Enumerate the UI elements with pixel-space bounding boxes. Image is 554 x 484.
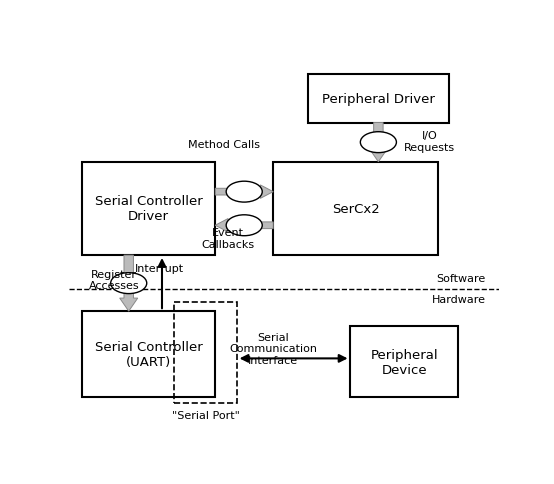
Polygon shape [120,256,138,312]
Text: Method Calls: Method Calls [188,139,260,150]
Bar [82,163,215,256]
Text: Serial Controller
(UART): Serial Controller (UART) [95,340,203,368]
Text: SerCx2: SerCx2 [332,202,379,215]
Ellipse shape [226,215,262,236]
Text: Peripheral
Device: Peripheral Device [370,348,438,376]
Text: "Serial Port": "Serial Port" [172,410,240,420]
Polygon shape [370,123,387,163]
Text: I/O
Requests: I/O Requests [404,131,455,153]
Bar [175,302,237,403]
Bar [273,163,439,256]
Bar [307,75,449,123]
Text: Peripheral Driver: Peripheral Driver [322,92,435,106]
Text: Register
Accesses: Register Accesses [89,269,139,290]
Polygon shape [215,219,273,232]
Ellipse shape [226,182,262,203]
Bar [82,312,215,397]
Bar [351,326,458,397]
Ellipse shape [360,133,397,153]
Text: Interrupt: Interrupt [135,264,184,273]
Text: Serial Controller
Driver: Serial Controller Driver [95,195,203,223]
Text: Serial
Communication
Interface: Serial Communication Interface [229,332,317,365]
Text: Hardware: Hardware [432,295,486,305]
Polygon shape [215,185,273,199]
Ellipse shape [111,273,147,294]
Text: Software: Software [437,273,486,284]
Text: Event
Callbacks: Event Callbacks [202,227,255,249]
